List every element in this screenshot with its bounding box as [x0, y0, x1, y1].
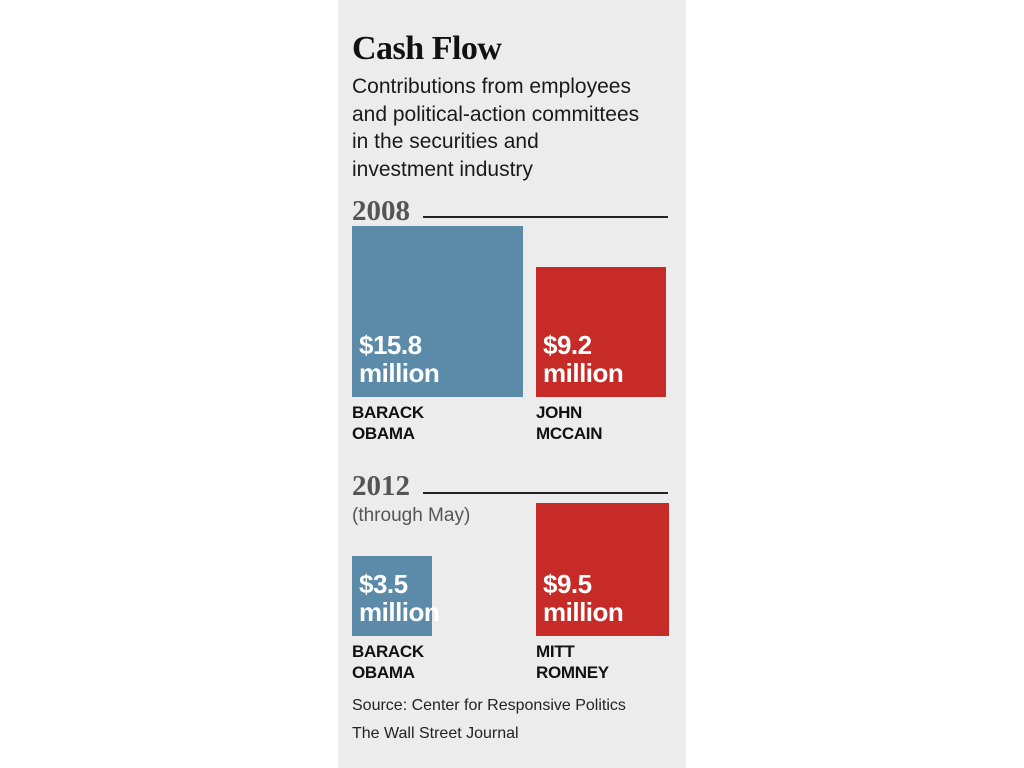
candidate-name: BARACK OBAMA	[352, 402, 424, 444]
year-note-2012: (through May)	[352, 505, 471, 526]
bar-2012-1	[352, 556, 432, 636]
credit-line: The Wall Street Journal	[352, 725, 519, 742]
bar-value-label: $9.2 million	[543, 330, 624, 388]
bar-value-amount: $9.5	[543, 569, 592, 599]
candidate-name-line: OBAMA	[352, 663, 415, 682]
bar-value-unit: million	[543, 597, 624, 627]
bar-value-unit: million	[543, 358, 624, 388]
subtitle-line: in the securities and	[352, 130, 539, 153]
source-note: Source: Center for Responsive Politics	[352, 697, 626, 714]
bar-2012-2	[536, 503, 669, 636]
candidate-name: MITT ROMNEY	[536, 641, 609, 683]
year-divider-2008	[423, 216, 668, 218]
candidate-name-line: BARACK	[352, 642, 424, 661]
bar-2008-1	[352, 226, 523, 397]
candidate-name: BARACK OBAMA	[352, 641, 424, 683]
chart-title: Cash Flow	[352, 30, 502, 67]
year-label-2012: 2012	[352, 470, 410, 502]
bar-2008-2	[536, 267, 666, 397]
year-divider-2012	[423, 492, 668, 494]
bar-value-label: $9.5 million	[543, 569, 624, 627]
subtitle-line: Contributions from employees	[352, 75, 631, 98]
candidate-name-line: ROMNEY	[536, 663, 609, 682]
candidate-name: JOHN MCCAIN	[536, 402, 603, 444]
bar-value-amount: $9.2	[543, 330, 592, 360]
bar-value-amount: $15.8	[359, 330, 422, 360]
candidate-name-line: MITT	[536, 642, 575, 661]
bar-value-unit: million	[359, 358, 440, 388]
candidate-name-line: OBAMA	[352, 424, 415, 443]
subtitle-line: and political-action committees	[352, 102, 640, 126]
subtitle-line: investment industry	[352, 157, 533, 181]
candidate-name-line: MCCAIN	[536, 424, 603, 443]
bar-value-label: $3.5 million	[359, 569, 440, 627]
candidate-name-line: JOHN	[536, 403, 583, 422]
candidate-name-line: BARACK	[352, 403, 424, 422]
chart-subtitle: Contributions from employees and politic…	[352, 73, 682, 183]
bar-value-label: $15.8 million	[359, 330, 440, 388]
year-label-2008: 2008	[352, 195, 410, 227]
bar-value-unit: million	[359, 597, 440, 627]
bar-value-amount: $3.5	[359, 569, 408, 599]
